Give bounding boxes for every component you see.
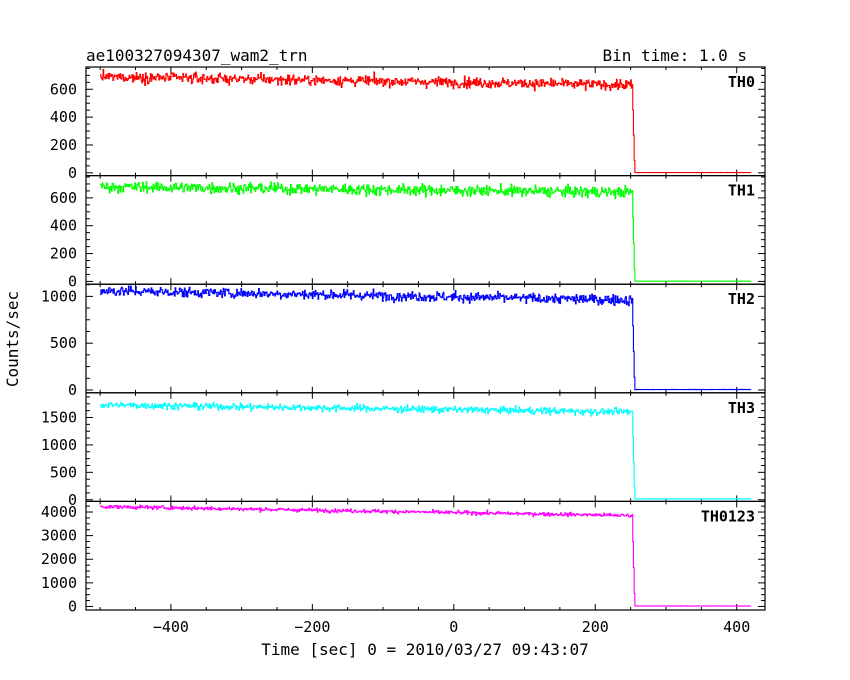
x-axis-title: Time [sec] 0 = 2010/03/27 09:43:07 <box>261 640 589 659</box>
y-tick-label: 0 <box>68 381 77 399</box>
y-tick-label: 600 <box>50 80 77 98</box>
y-tick-label: 2000 <box>41 550 77 568</box>
y-tick-label: 1500 <box>41 408 77 426</box>
y-tick-label: 400 <box>50 217 77 235</box>
x-tick-label: 0 <box>449 618 458 636</box>
bin-time-label: Bin time: 1.0 s <box>603 46 748 65</box>
light-curve-th2 <box>100 285 752 391</box>
y-tick-label: 0 <box>68 597 77 615</box>
y-tick-label: 1000 <box>41 574 77 592</box>
x-tick-label: −200 <box>294 618 330 636</box>
y-tick-label: 400 <box>50 108 77 126</box>
y-tick-label: 1000 <box>41 287 77 305</box>
light-curve-th1 <box>100 181 752 282</box>
panels-group: 0 200 400 600 TH0 0 200 400 600 TH1 0 500 1000 TH2 0 50… <box>41 66 766 615</box>
panel-th0: 0 200 400 600 TH0 <box>50 66 766 182</box>
observation-id-title: ae100327094307_wam2_trn <box>86 46 308 65</box>
y-tick-label: 4000 <box>41 503 77 521</box>
y-tick-label: 200 <box>50 245 77 263</box>
panel-frame <box>85 500 766 611</box>
y-axis-title: Counts/sec <box>3 291 22 387</box>
y-tick-label: 500 <box>50 334 77 352</box>
light-curve-th3 <box>100 401 752 500</box>
panel-name-label: TH0 <box>728 73 755 91</box>
y-tick-label: 1000 <box>41 436 77 454</box>
light-curve-th0 <box>100 68 752 174</box>
y-tick-label: 3000 <box>41 527 77 545</box>
panel-th2: 0 500 1000 TH2 <box>41 283 766 399</box>
panel-name-label: TH3 <box>728 399 755 417</box>
light-curve-th0123 <box>100 504 752 607</box>
y-tick-label: 0 <box>68 272 77 290</box>
y-tick-label: 0 <box>68 491 77 509</box>
y-tick-label: 600 <box>50 189 77 207</box>
panel-th3: 0 500 1000 1500 TH3 <box>41 392 766 509</box>
y-tick-label: 0 <box>68 164 77 182</box>
x-axis: −400 −200 0 200 400 <box>153 618 750 636</box>
panel-name-label: TH0123 <box>701 507 755 525</box>
x-tick-label: 400 <box>723 618 750 636</box>
panel-name-label: TH1 <box>728 182 755 200</box>
panel-name-label: TH2 <box>728 290 755 308</box>
x-tick-label: 200 <box>582 618 609 636</box>
x-tick-label: −400 <box>153 618 189 636</box>
panel-th0123: 0 1000 2000 3000 4000 TH0123 <box>41 500 766 615</box>
panel-th1: 0 200 400 600 TH1 <box>50 175 766 290</box>
y-tick-label: 500 <box>50 463 77 481</box>
y-tick-label: 200 <box>50 136 77 154</box>
